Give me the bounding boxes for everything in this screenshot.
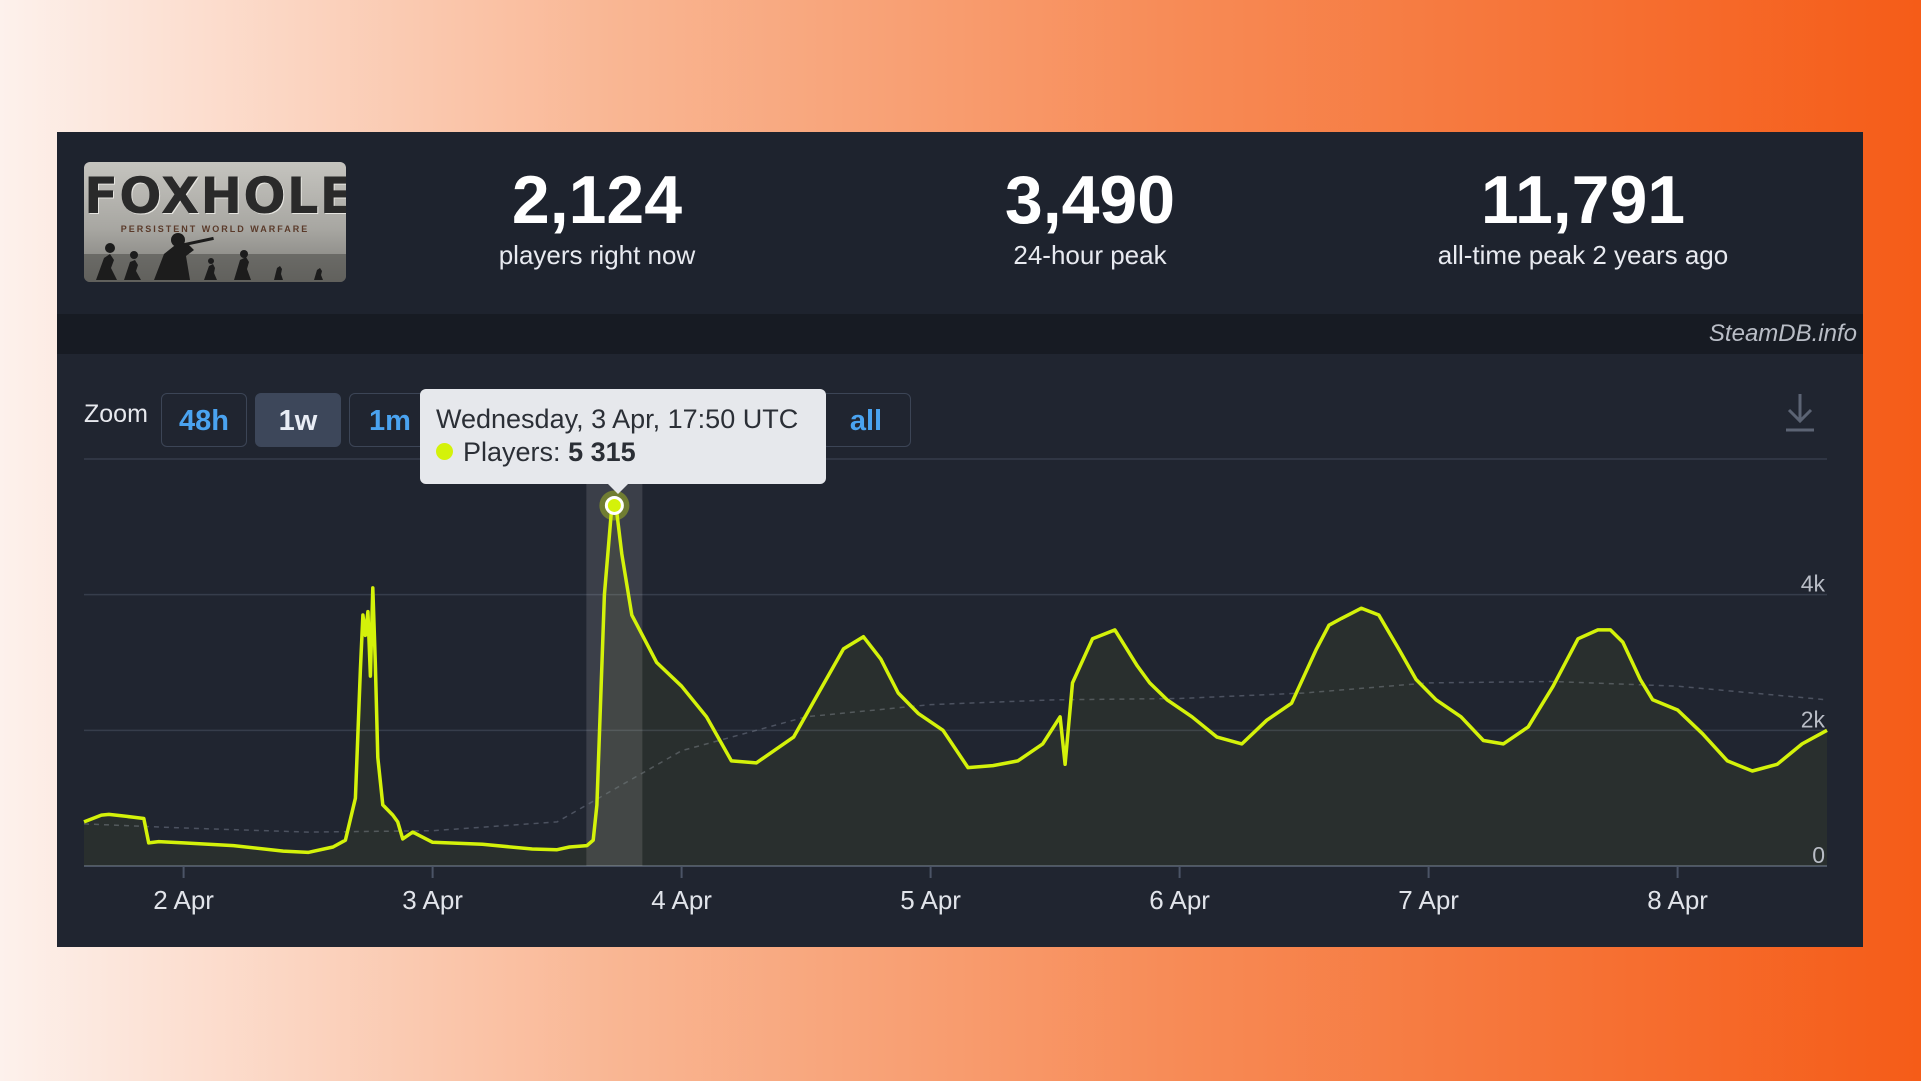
zoom-1w-button[interactable]: 1w: [255, 393, 341, 447]
chart-panel: 0 2k 4k 2 Apr 3 Apr 4 Apr 5 Apr 6 Apr 7 Apr 8 Ap…: [57, 354, 1863, 947]
trend-line: [83, 680, 1828, 833]
x-tick-label: 8 Apr: [1647, 885, 1708, 915]
tooltip-date: Wednesday, 3 Apr, 17:50 UTC: [436, 404, 799, 434]
x-tick-label: 6 Apr: [1149, 885, 1210, 915]
all-time-peak-value: 11,791: [1480, 162, 1686, 238]
x-tick-label: 5 Apr: [900, 885, 961, 915]
all-time-peak-label: all-time peak 2 years ago: [1437, 240, 1729, 270]
current-players-value: 2,124: [511, 162, 683, 238]
zoom-1m-button[interactable]: 1m: [349, 393, 431, 447]
soldiers-silhouette-icon: [84, 233, 346, 282]
stat-current-players: 2,124 players right now: [387, 160, 807, 270]
zoom-label: Zoom: [84, 400, 148, 428]
peak-24h-value: 3,490: [1004, 162, 1176, 238]
y-tick-label: 4k: [1801, 571, 1826, 597]
chart-tooltip: Wednesday, 3 Apr, 17:50 UTC Players: 5 3…: [420, 389, 826, 494]
series-line-players: [83, 503, 1828, 855]
zoom-48h-button[interactable]: 48h: [161, 393, 247, 447]
chart-series: [83, 503, 1828, 866]
game-logo[interactable]: FOXHOLE PERSISTENT WORLD WARFARE: [84, 162, 346, 282]
tooltip-row: Players: 5 315: [436, 436, 826, 468]
player-count-chart[interactable]: 0 2k 4k 2 Apr 3 Apr 4 Apr 5 Apr 6 Apr 7 Apr 8 Ap…: [57, 354, 1863, 947]
chart-hover-marker: [599, 490, 630, 521]
peak-24h-label: 24-hour peak: [1013, 240, 1167, 270]
hover-marker-point: [604, 495, 624, 515]
series-dot-icon: [436, 443, 453, 460]
credit-strip: SteamDB.info: [57, 314, 1863, 354]
y-axis-ticks: 0 2k 4k: [1801, 571, 1826, 868]
x-tick-label: 3 Apr: [402, 885, 463, 915]
x-tick-label: 2 Apr: [153, 885, 214, 915]
x-axis-ticks: 2 Apr 3 Apr 4 Apr 5 Apr 6 Apr 7 Apr 8 Apr: [153, 866, 1708, 915]
stats-bar: FOXHOLE PERSISTENT WORLD WARFARE: [57, 132, 1863, 314]
zoom-all-button[interactable]: all: [821, 393, 911, 447]
stat-all-time-peak: 11,791 all-time peak 2 years ago: [1373, 160, 1793, 270]
x-tick-label: 4 Apr: [651, 885, 712, 915]
tooltip-series-label: Players:: [463, 437, 561, 467]
y-tick-label: 0: [1812, 842, 1825, 868]
game-logo-subtitle: PERSISTENT WORLD WARFARE: [120, 224, 310, 234]
steamdb-player-widget: FOXHOLE PERSISTENT WORLD WARFARE: [57, 132, 1863, 947]
download-icon[interactable]: [1783, 392, 1817, 439]
steamdb-credit[interactable]: SteamDB.info: [1708, 320, 1857, 347]
y-tick-label: 2k: [1801, 706, 1826, 732]
tooltip-value: 5 315: [568, 437, 636, 467]
x-tick-label: 7 Apr: [1398, 885, 1459, 915]
current-players-label: players right now: [498, 240, 696, 270]
stat-24h-peak: 3,490 24-hour peak: [880, 160, 1300, 270]
series-area: [84, 505, 1827, 866]
game-logo-title: FOXHOLE: [84, 167, 346, 225]
